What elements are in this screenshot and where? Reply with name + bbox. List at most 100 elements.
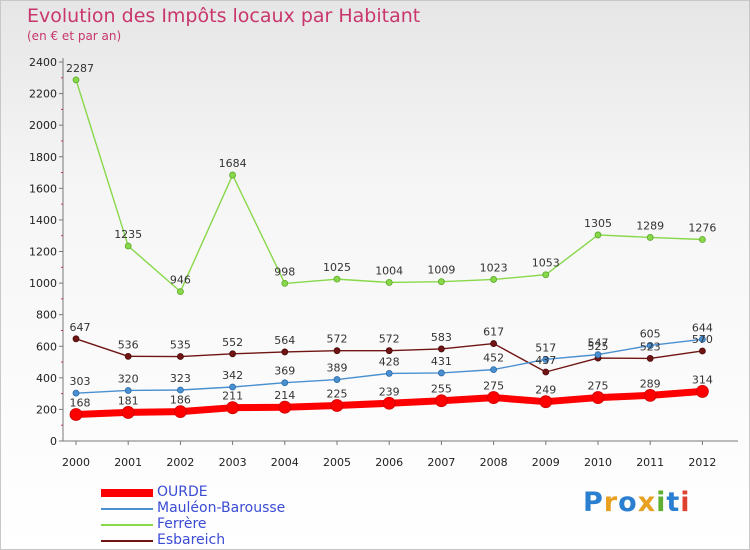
- logo-letter: t: [666, 487, 681, 518]
- data-label: 1004: [375, 264, 403, 277]
- data-point: [437, 369, 445, 377]
- data-point: [333, 347, 341, 355]
- data-label: 644: [692, 321, 713, 334]
- data-label: 239: [379, 385, 400, 398]
- y-tick-label: 800: [36, 309, 57, 322]
- logo-letter: i: [656, 487, 667, 518]
- data-label: 583: [431, 331, 452, 344]
- data-label: 552: [222, 336, 243, 349]
- data-point: [542, 355, 550, 363]
- data-point: [330, 399, 344, 412]
- data-point: [382, 396, 396, 410]
- data-point: [699, 236, 706, 243]
- y-tick-label: 1200: [29, 246, 57, 259]
- data-label: 181: [118, 394, 139, 407]
- data-label: 428: [379, 355, 400, 368]
- data-label: 1235: [114, 228, 142, 241]
- legend-swatch: [101, 508, 153, 510]
- data-label: 320: [118, 372, 139, 385]
- data-point: [646, 342, 654, 349]
- data-label: 523: [640, 340, 661, 353]
- data-point: [487, 391, 501, 404]
- data-label: 214: [274, 389, 295, 402]
- data-point: [333, 376, 341, 383]
- data-label: 1305: [584, 217, 612, 230]
- data-point: [643, 388, 657, 402]
- y-tick-label: 200: [36, 403, 57, 416]
- data-label: 314: [692, 373, 713, 386]
- x-tick-label: 2005: [323, 456, 351, 469]
- data-point: [278, 400, 292, 414]
- data-label: 275: [483, 380, 504, 393]
- data-label: 525: [588, 340, 609, 353]
- data-point: [229, 171, 237, 179]
- data-label: 186: [170, 394, 191, 407]
- data-point: [121, 406, 135, 419]
- data-point: [594, 231, 602, 239]
- data-point: [281, 379, 289, 387]
- data-label: 1276: [688, 221, 716, 234]
- x-tick-label: 2002: [166, 456, 194, 469]
- data-point: [434, 394, 448, 408]
- x-tick-label: 2011: [636, 456, 664, 469]
- y-tick-label: 2200: [29, 88, 57, 101]
- data-point: [542, 368, 550, 376]
- x-tick-label: 2006: [375, 456, 403, 469]
- legend-label: Mauléon-Barousse: [157, 500, 286, 516]
- logo-letter: P: [583, 487, 604, 518]
- data-label: 547: [588, 337, 609, 350]
- chart-title: Evolution des Impôts locaux par Habitant: [27, 5, 421, 27]
- logo-letter: r: [603, 487, 619, 518]
- data-label: 572: [327, 333, 348, 346]
- data-point: [176, 386, 184, 394]
- data-label: 225: [327, 387, 348, 400]
- data-label: 168: [70, 396, 91, 409]
- data-label: 647: [70, 321, 91, 334]
- data-label: 517: [535, 341, 556, 354]
- data-point: [229, 350, 237, 358]
- data-point: [72, 389, 80, 397]
- y-tick-label: 400: [36, 372, 57, 385]
- y-tick-label: 1400: [29, 214, 57, 227]
- logo-letter: i: [680, 487, 691, 518]
- data-point: [176, 288, 184, 296]
- data-point: [176, 353, 184, 360]
- x-tick-label: 2000: [62, 456, 90, 469]
- x-tick-label: 2007: [427, 456, 455, 469]
- data-point: [539, 395, 553, 409]
- y-tick-label: 2000: [29, 119, 57, 132]
- legend-swatch: [101, 489, 153, 497]
- data-point: [385, 279, 393, 286]
- legend-swatch: [101, 540, 153, 542]
- x-tick-label: 2008: [480, 456, 508, 469]
- data-label: 275: [588, 380, 609, 393]
- legend-label: Ferrère: [157, 516, 207, 532]
- y-tick-label: 0: [50, 435, 57, 448]
- x-tick-label: 2010: [584, 456, 612, 469]
- data-label: 389: [327, 362, 348, 375]
- data-point: [699, 335, 706, 343]
- data-label: 303: [70, 375, 91, 388]
- y-tick-label: 1600: [29, 182, 57, 195]
- x-tick-label: 2012: [688, 456, 716, 469]
- data-point: [696, 385, 709, 398]
- data-label: 1023: [480, 261, 508, 274]
- data-label: 1684: [219, 157, 247, 170]
- data-label: 572: [379, 333, 400, 346]
- x-tick-label: 2009: [532, 456, 560, 469]
- data-label: 437: [535, 354, 556, 367]
- data-label: 323: [170, 372, 191, 385]
- logo-letter: x: [637, 487, 657, 518]
- logo-letter: o: [618, 487, 638, 518]
- data-point: [124, 242, 132, 250]
- data-label: 998: [274, 265, 295, 278]
- legend-label: OURDE: [157, 484, 208, 500]
- series-line: [75, 79, 703, 293]
- data-label: 536: [118, 338, 139, 351]
- y-tick-label: 1800: [29, 151, 57, 164]
- chart-subtitle: (en € et par an): [27, 29, 122, 43]
- y-tick-label: 2400: [29, 56, 57, 69]
- data-label: 1025: [323, 261, 351, 274]
